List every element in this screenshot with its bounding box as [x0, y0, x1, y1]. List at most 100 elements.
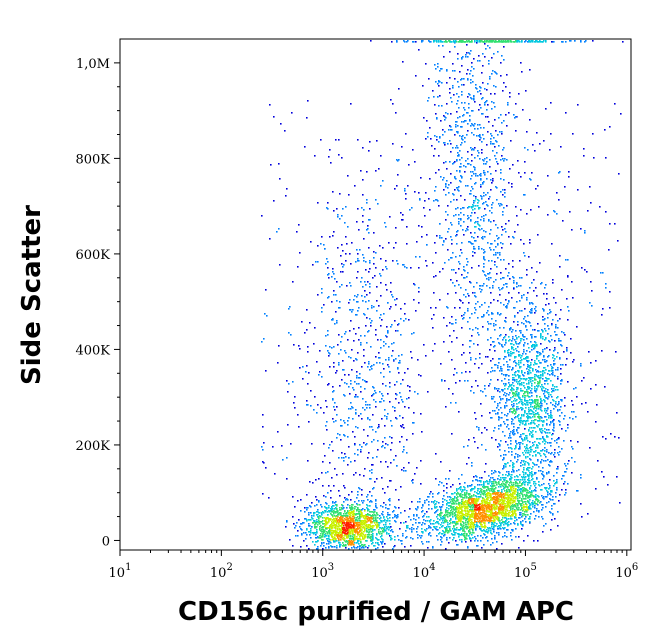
event-dot — [498, 534, 500, 536]
event-dot — [495, 502, 497, 504]
event-dot — [519, 455, 521, 457]
event-dot — [522, 524, 524, 526]
event-dot — [501, 373, 503, 375]
event-dot — [514, 457, 516, 459]
event-dot — [490, 544, 492, 546]
event-dot — [493, 507, 495, 509]
event-dot — [493, 516, 495, 518]
event-dot — [348, 512, 350, 514]
event-dot — [471, 528, 473, 530]
event-dot — [538, 500, 540, 502]
event-dot — [555, 314, 557, 316]
event-dot — [505, 317, 507, 319]
event-dot — [527, 387, 529, 389]
event-dot — [307, 507, 309, 509]
event-dot — [504, 392, 506, 394]
event-dot — [433, 502, 435, 504]
event-dot — [543, 498, 545, 500]
event-dot — [376, 527, 378, 529]
event-dot — [346, 517, 348, 519]
event-dot — [518, 469, 520, 471]
event-dot — [456, 507, 458, 509]
event-dot — [348, 520, 350, 522]
event-dot — [472, 498, 474, 500]
event-dot — [525, 452, 527, 454]
event-dot — [545, 488, 547, 490]
event-dot — [321, 542, 323, 544]
event-dot — [473, 513, 475, 515]
event-dot — [513, 490, 515, 492]
event-dot — [488, 528, 490, 530]
event-dot — [552, 390, 554, 392]
event-dot — [512, 379, 514, 381]
event-dot — [369, 531, 371, 533]
event-dot — [354, 517, 356, 519]
event-dot — [530, 364, 532, 366]
event-dot — [541, 450, 543, 452]
event-dot — [508, 301, 510, 303]
event-dot — [351, 542, 353, 544]
event-dot — [519, 482, 521, 484]
event-dot — [500, 479, 502, 481]
event-dot — [346, 537, 348, 539]
event-dot — [501, 483, 503, 485]
event-dot — [369, 519, 371, 521]
event-dot — [491, 514, 493, 516]
event-dot — [346, 527, 348, 529]
event-dot — [477, 488, 479, 490]
event-dot — [467, 510, 469, 512]
event-dot — [312, 518, 314, 520]
event-dot — [518, 360, 520, 362]
event-dot — [513, 429, 515, 431]
event-dot — [392, 511, 394, 513]
event-dot — [520, 485, 522, 487]
event-dot — [532, 380, 534, 382]
event-dot — [521, 500, 523, 502]
event-dot — [536, 425, 538, 427]
event-dot — [532, 474, 534, 476]
event-dot — [469, 514, 471, 516]
event-dot — [424, 500, 426, 502]
event-dot — [438, 514, 440, 516]
event-dot — [459, 520, 461, 522]
event-dot — [519, 300, 521, 302]
event-dot — [451, 512, 453, 514]
event-dot — [465, 520, 467, 522]
event-dot — [499, 522, 501, 524]
event-dot — [448, 542, 450, 544]
event-dot — [328, 505, 330, 507]
event-dot — [377, 517, 379, 519]
event-dot — [465, 501, 467, 503]
event-dot — [337, 516, 339, 518]
event-dot — [427, 547, 429, 549]
event-dot — [362, 522, 364, 524]
event-dot — [524, 446, 526, 448]
event-dot — [369, 537, 371, 539]
event-dot — [377, 539, 379, 541]
event-dot — [493, 472, 495, 474]
event-dot — [502, 511, 504, 513]
event-dot — [478, 521, 480, 523]
event-dot — [327, 511, 329, 513]
event-dot — [316, 548, 318, 550]
event-dot — [368, 536, 370, 538]
event-dot — [446, 492, 448, 494]
event-dot — [474, 517, 476, 519]
event-dot — [518, 547, 520, 549]
event-dot — [474, 499, 476, 501]
event-dot — [354, 501, 356, 503]
event-dot — [509, 435, 511, 437]
event-dot — [348, 535, 350, 537]
event-dot — [344, 533, 346, 535]
event-dot — [528, 502, 530, 504]
event-dot — [545, 380, 547, 382]
event-dot — [528, 518, 530, 520]
event-dot — [480, 514, 482, 516]
event-dot — [458, 534, 460, 536]
event-dot — [386, 533, 388, 535]
event-dot — [548, 370, 550, 372]
event-dot — [527, 415, 529, 417]
event-dot — [459, 518, 461, 520]
event-dot — [534, 464, 536, 466]
event-dot — [482, 504, 484, 506]
